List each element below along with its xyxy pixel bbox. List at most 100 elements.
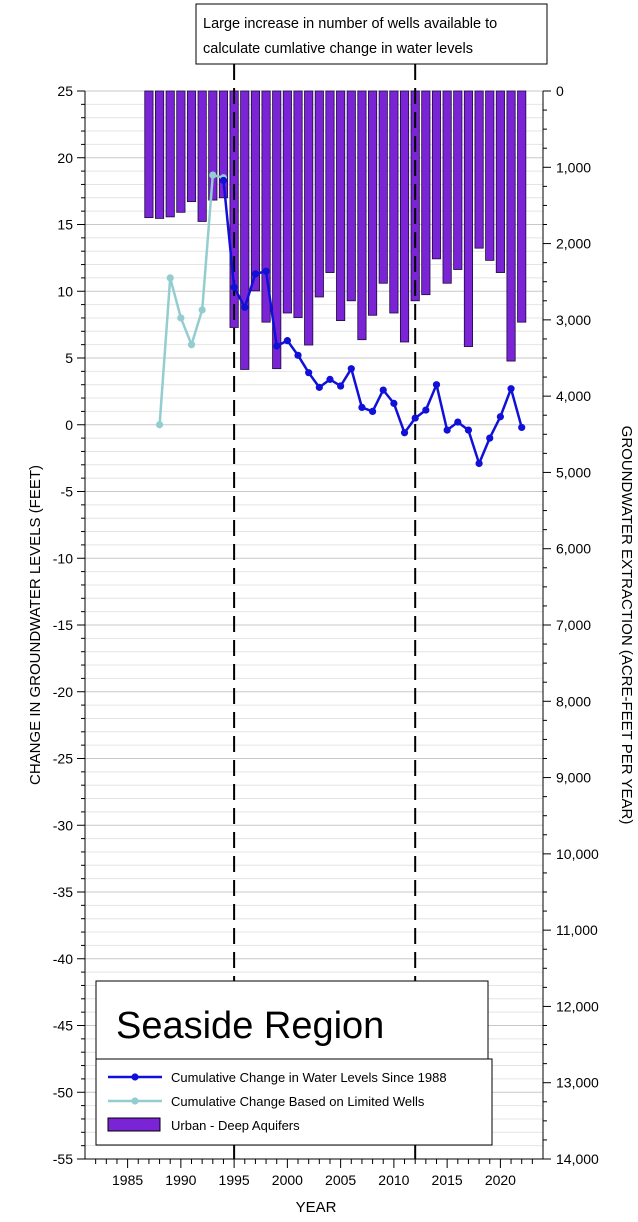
bar-urban-deep-2009 (378, 90, 388, 284)
x-axis-title: YEAR (296, 1199, 337, 1216)
annotation-line-2: calculate cumlative change in water leve… (203, 41, 473, 57)
water-levels-point-2015 (443, 426, 451, 434)
y-tick-label: 5 (65, 350, 73, 366)
water-levels-point-1994 (219, 176, 228, 185)
water-levels-point-2016 (454, 418, 462, 426)
bar-urban-deep-1998 (261, 90, 271, 323)
y-tick-label: 25 (57, 83, 73, 99)
y2-tick-label: 14,000 (556, 1151, 599, 1167)
bar-urban-deep-1997 (250, 90, 260, 292)
bar-urban-deep-2022 (517, 90, 527, 323)
bar-urban-deep-2021 (506, 90, 516, 362)
y-tick-label: -30 (53, 817, 73, 833)
y2-tick-label: 1,000 (556, 159, 591, 175)
bar-urban-deep-2005 (336, 90, 346, 322)
limited-wells-point-1988 (155, 421, 164, 429)
bar-urban-deep-1996 (240, 90, 250, 370)
y-tick-label: -35 (53, 884, 73, 900)
bar-urban-deep-1989 (165, 90, 175, 218)
water-levels-point-2014 (432, 381, 441, 389)
y-tick-label: -40 (53, 951, 73, 967)
y2-tick-label: 6,000 (556, 541, 591, 557)
limited-wells-point-1992 (198, 306, 206, 314)
y2-tick-label: 13,000 (556, 1075, 599, 1091)
annotation-box: Large increase in number of wells availa… (195, 3, 548, 65)
limited-wells-point-1991 (187, 341, 196, 349)
x-tick-label: 1985 (112, 1172, 143, 1188)
y-tick-label: 15 (57, 217, 73, 233)
water-levels-point-1996 (241, 303, 249, 311)
bar-urban-deep-2016 (453, 90, 463, 270)
annotation-line-1: Large increase in number of wells availa… (203, 16, 497, 32)
water-levels-point-1997 (251, 270, 260, 278)
x-tick-label: 2005 (325, 1172, 356, 1188)
y-tick-label: -55 (53, 1151, 73, 1167)
water-levels-point-2019 (486, 434, 494, 442)
water-level-lines (155, 171, 526, 468)
water-levels-point-2003 (315, 383, 323, 391)
water-levels-point-2013 (422, 406, 430, 414)
x-tick-label: 2010 (378, 1172, 409, 1188)
y-tick-label: 0 (65, 417, 73, 433)
water-levels-point-1998 (262, 267, 270, 275)
legend-marker-limited-wells (131, 1097, 139, 1105)
reference-lines (233, 64, 417, 1159)
water-levels-point-2000 (283, 337, 291, 345)
bar-urban-deep-2001 (293, 90, 303, 318)
bar-urban-deep-1990 (176, 90, 186, 213)
y-tick-label: 10 (57, 283, 73, 299)
bar-urban-deep-2008 (368, 90, 378, 316)
bar-urban-deep-1994 (218, 90, 229, 199)
limited-wells-point-1993 (209, 171, 217, 179)
bar-urban-deep-1999 (272, 90, 282, 370)
water-levels-point-2018 (475, 459, 483, 468)
bar-urban-deep-2019 (485, 90, 495, 261)
bar-urban-deep-2010 (389, 90, 399, 314)
bar-urban-deep-2013 (421, 90, 431, 296)
water-levels-point-2022 (518, 423, 526, 432)
water-levels-point-2007 (358, 403, 366, 411)
limited-wells-point-1989 (166, 274, 174, 282)
water-levels-point-1995 (230, 283, 238, 291)
extraction-bars (144, 90, 527, 370)
water-levels-point-2012 (411, 414, 419, 422)
y2-tick-label: 4,000 (556, 388, 591, 404)
bar-urban-deep-2006 (346, 90, 356, 302)
y2-tick-label: 5,000 (556, 464, 591, 480)
bar-urban-deep-2015 (442, 90, 452, 284)
limited-wells-point-1990 (177, 314, 185, 322)
bar-urban-deep-1991 (186, 90, 197, 203)
bar-urban-deep-1987 (144, 90, 154, 219)
y2-tick-label: 12,000 (556, 998, 599, 1014)
bar-urban-deep-2007 (357, 90, 367, 341)
bar-urban-deep-2011 (399, 90, 410, 343)
water-levels-point-2001 (294, 351, 302, 359)
water-levels-point-2005 (337, 382, 345, 390)
y-tick-label: -15 (53, 617, 73, 633)
y2-tick-label: 0 (556, 83, 564, 99)
water-levels-point-2021 (507, 385, 515, 393)
water-levels-point-2008 (368, 407, 377, 415)
y-tick-label: 20 (57, 150, 73, 166)
y-axis-title: CHANGE IN GROUNDWATER LEVELS (FEET) (27, 465, 44, 785)
water-levels-point-2002 (305, 369, 313, 377)
bar-urban-deep-1992 (197, 90, 207, 222)
bar-urban-deep-2004 (325, 90, 335, 273)
water-levels-point-1999 (273, 342, 281, 350)
bar-urban-deep-2003 (314, 90, 324, 298)
legend-marker-water-levels (131, 1073, 139, 1081)
legend-label-limited-wells: Cumulative Change Based on Limited Wells (171, 1094, 425, 1109)
x-tick-label: 1995 (219, 1172, 250, 1188)
y-tick-label: -50 (53, 1084, 73, 1100)
x-tick-label: 2015 (432, 1172, 463, 1188)
y2-tick-label: 8,000 (556, 693, 591, 709)
bar-urban-deep-1988 (155, 90, 165, 219)
legend: Seaside Region Cumulative Change in Wate… (95, 980, 493, 1146)
y-tick-label: -25 (53, 751, 73, 767)
y-tick-label: -10 (53, 550, 73, 566)
y2-tick-label: 9,000 (556, 770, 591, 786)
y2-tick-label: 10,000 (556, 846, 599, 862)
water-levels-point-2006 (347, 365, 355, 373)
bar-urban-deep-2002 (304, 90, 314, 346)
